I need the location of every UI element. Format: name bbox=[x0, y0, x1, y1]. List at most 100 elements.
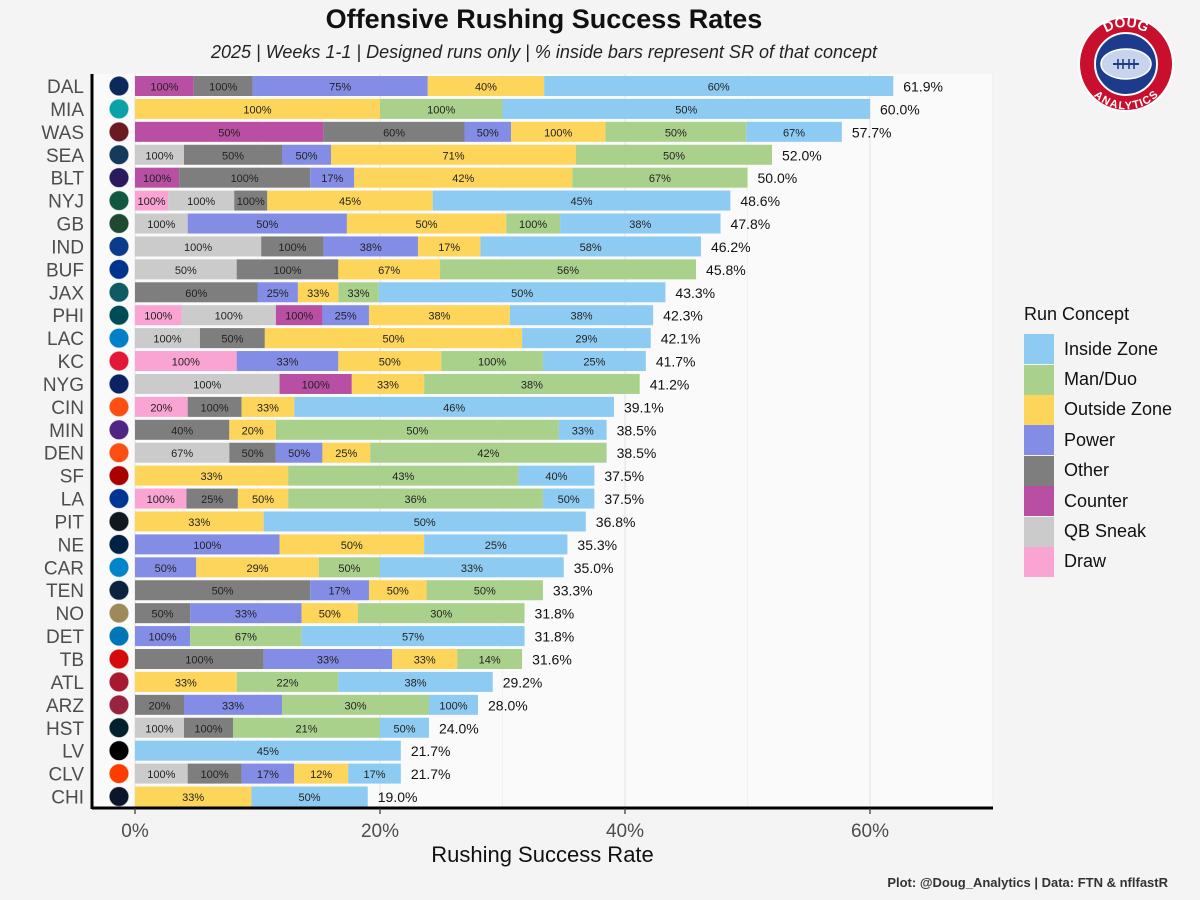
legend-key bbox=[1024, 455, 1054, 486]
team-logo-icon bbox=[109, 121, 129, 142]
segment-label: 33% bbox=[235, 609, 257, 621]
segment-label: 100% bbox=[194, 723, 222, 735]
total-label: 57.7% bbox=[852, 124, 892, 140]
legend-title: Run Concept bbox=[1024, 304, 1130, 324]
bar-segment bbox=[522, 328, 651, 349]
bar-segment bbox=[275, 442, 323, 463]
team-logo-icon bbox=[108, 465, 130, 487]
bar-segment bbox=[190, 626, 302, 647]
team-logo-icon bbox=[109, 557, 129, 578]
segment-label: 38% bbox=[428, 311, 450, 323]
team-label: CLV bbox=[48, 765, 84, 786]
team-logo-icon bbox=[108, 121, 130, 143]
team-logo-icon bbox=[109, 694, 129, 715]
bar-segment bbox=[417, 236, 481, 257]
bar-segment bbox=[338, 259, 441, 280]
team-label: NYG bbox=[43, 375, 84, 396]
segment-label: 100% bbox=[147, 494, 175, 506]
segment-label: 100% bbox=[148, 632, 176, 644]
segment-label: 33% bbox=[276, 357, 298, 369]
segment-label: 100% bbox=[193, 540, 221, 552]
total-label: 38.5% bbox=[617, 422, 657, 438]
segment-label: 33% bbox=[307, 288, 329, 300]
segment-label: 38% bbox=[521, 379, 543, 391]
segment-label: 43% bbox=[392, 471, 414, 483]
segment-label: 50% bbox=[414, 517, 436, 529]
legend-item: Draw bbox=[1024, 546, 1172, 577]
team-logo-icon bbox=[109, 259, 129, 280]
segment-label: 57% bbox=[402, 632, 424, 644]
bar-segment bbox=[544, 76, 894, 96]
legend-label: Draw bbox=[1064, 551, 1107, 572]
bar-segment bbox=[267, 190, 433, 211]
segment-label: 38% bbox=[405, 677, 427, 689]
bar-segment bbox=[331, 144, 576, 165]
team-logo-icon bbox=[109, 442, 129, 463]
team-label: PHI bbox=[52, 306, 84, 327]
bar-segment bbox=[558, 419, 607, 440]
team-label: ATL bbox=[51, 673, 84, 694]
bar-segment bbox=[542, 488, 595, 509]
segment-label: 38% bbox=[629, 219, 651, 231]
segment-label: 100% bbox=[153, 334, 181, 346]
legend-key bbox=[1024, 334, 1054, 365]
bar-segment bbox=[338, 671, 493, 692]
segment-label: 100% bbox=[187, 196, 215, 208]
team-label: HST bbox=[46, 719, 84, 740]
total-label: 36.8% bbox=[596, 514, 636, 530]
team-logo-icon bbox=[109, 488, 129, 509]
team-logo-icon bbox=[109, 419, 129, 440]
segment-label: 100% bbox=[544, 127, 572, 139]
segment-label: 50% bbox=[175, 265, 197, 277]
bar-segment bbox=[263, 511, 586, 532]
team-logo-icon bbox=[109, 717, 129, 738]
bar-segment bbox=[237, 488, 289, 509]
team-logo-icon bbox=[108, 762, 130, 785]
segment-label: 29% bbox=[575, 334, 597, 346]
legend-key bbox=[1024, 364, 1054, 395]
team-logo-icon bbox=[109, 351, 129, 372]
segment-label: 67% bbox=[235, 632, 257, 644]
team-logo-icon bbox=[109, 603, 129, 624]
segment-label: 100% bbox=[150, 82, 178, 94]
segment-label: 50% bbox=[256, 219, 278, 231]
team-label: LA bbox=[61, 490, 85, 511]
segment-label: 17% bbox=[438, 242, 460, 254]
segment-label: 33% bbox=[182, 792, 204, 804]
segment-label: 45% bbox=[570, 196, 592, 208]
bar-segment bbox=[236, 259, 339, 280]
bar-segment bbox=[135, 580, 311, 601]
segment-label: 40% bbox=[475, 82, 497, 94]
bar-segment bbox=[168, 190, 235, 211]
bar-segment bbox=[252, 76, 428, 96]
segment-label: 100% bbox=[145, 150, 173, 162]
bar-segment bbox=[424, 373, 640, 394]
legend-label: Man/Duo bbox=[1064, 369, 1138, 390]
team-logo-icon bbox=[108, 98, 130, 120]
segment-label: 33% bbox=[201, 471, 223, 483]
team-label: IND bbox=[51, 237, 84, 258]
team-logo-icon bbox=[109, 671, 129, 692]
segment-label: 100% bbox=[519, 219, 547, 231]
total-label: 42.1% bbox=[661, 331, 701, 347]
bar-segment bbox=[263, 649, 393, 669]
segment-label: 42% bbox=[477, 448, 499, 460]
team-logo-icon bbox=[108, 190, 130, 212]
team-label: CHI bbox=[51, 788, 84, 809]
bar-segment bbox=[135, 626, 191, 647]
bar-segment bbox=[135, 671, 237, 692]
total-label: 46.2% bbox=[711, 239, 751, 255]
legend-label: Counter bbox=[1064, 490, 1129, 511]
bar-segment bbox=[135, 465, 289, 486]
bar-segment bbox=[427, 76, 545, 96]
legend-label: Inside Zone bbox=[1064, 338, 1159, 359]
segment-label: 20% bbox=[148, 700, 170, 712]
segment-label: 100% bbox=[145, 723, 173, 735]
bar-segment bbox=[186, 488, 238, 509]
bar-segment bbox=[506, 213, 561, 234]
bar-segment bbox=[338, 282, 379, 303]
total-label: 29.2% bbox=[503, 674, 543, 690]
total-label: 31.8% bbox=[535, 629, 575, 645]
team-label: ARZ bbox=[46, 696, 84, 717]
caption: Plot: @Doug_Analytics | Data: FTN & nflf… bbox=[887, 875, 1168, 890]
